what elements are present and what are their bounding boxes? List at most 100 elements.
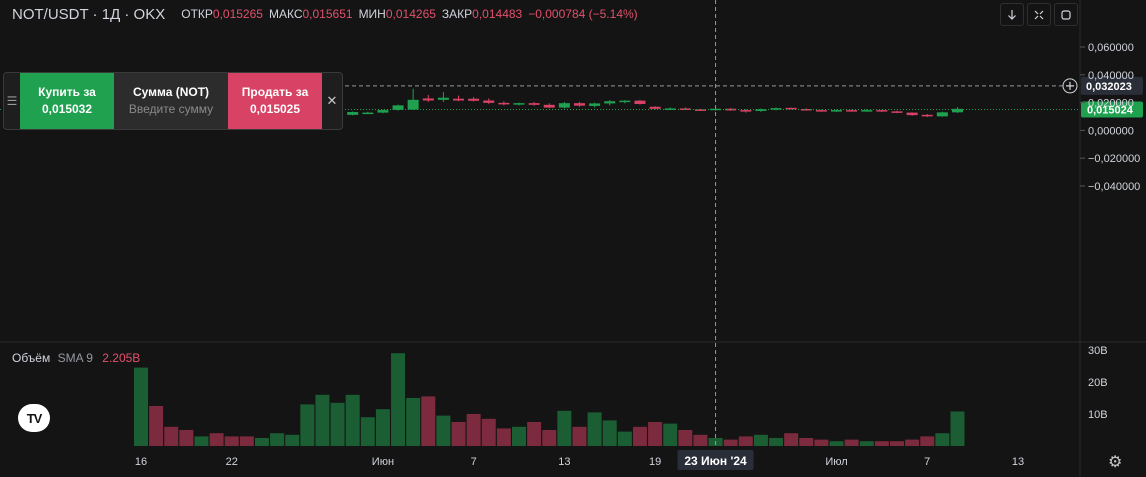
candle-body [573, 103, 585, 106]
refresh-icon[interactable] [1054, 3, 1078, 26]
date-badge [677, 450, 754, 470]
candle-body [876, 110, 888, 112]
open-label: ОТКР [181, 7, 213, 21]
price-tick-label: −0,020000 [1088, 153, 1140, 165]
candle-body [649, 106, 661, 109]
last-price-badge [1081, 101, 1143, 118]
buy-button[interactable]: Купить за 0,015032 [20, 73, 114, 129]
close-label: ЗАКР [441, 7, 473, 21]
volume-bar [451, 422, 466, 446]
price-tick-label: 0,060000 [1088, 42, 1134, 54]
volume-bar [753, 434, 768, 446]
volume-bar [632, 426, 647, 446]
x-tick-label: 7 [471, 456, 477, 468]
volume-bar [375, 409, 390, 446]
volume-bar [209, 433, 224, 446]
close-icon[interactable]: ✕ [326, 93, 338, 108]
volume-bar [859, 441, 874, 446]
candle-body [634, 100, 646, 104]
candle-body [558, 103, 570, 108]
x-tick-label: 16 [135, 456, 147, 468]
x-tick-label: 13 [1012, 456, 1024, 468]
volume-bar [738, 436, 753, 446]
sell-button[interactable]: Продать за 0,015025 [228, 73, 322, 129]
amount-field[interactable]: Сумма (NOT) Введите сумму [114, 73, 228, 129]
volume-bar [496, 428, 511, 446]
volume-bar [602, 420, 617, 446]
volume-bar [466, 414, 481, 446]
volume-bar [814, 439, 829, 446]
price-tick-label: −0,040000 [1088, 181, 1140, 193]
tradingview-logo[interactable]: TV [18, 404, 50, 432]
chart-toolbar [1000, 3, 1078, 26]
volume-indicator: SMA 9 [57, 351, 93, 365]
x-tick-label: Июн [372, 456, 394, 468]
price-tick-label: 0,040000 [1088, 70, 1134, 82]
volume-bar [512, 426, 526, 446]
volume-bar [844, 439, 859, 446]
last-price-label: 0,015024 [1087, 105, 1134, 117]
volume-bars [134, 353, 965, 446]
volume-bar [723, 439, 738, 446]
candle-body [543, 104, 555, 108]
crosshair-price-badge [1081, 76, 1143, 95]
volume-bar [239, 436, 254, 446]
candle-body [377, 110, 389, 113]
candle-body [891, 111, 903, 113]
volume-bar [360, 417, 375, 446]
volume-bar [254, 438, 269, 446]
candle-body [740, 110, 752, 112]
volume-bar [421, 396, 436, 446]
volume-bar [935, 433, 950, 446]
volume-bar [905, 439, 920, 446]
candle-body [407, 99, 419, 110]
volume-bar [527, 422, 542, 446]
volume-tick-label: 10B [1088, 409, 1108, 421]
volume-bar [829, 441, 844, 446]
drag-handle-icon[interactable]: ☰ [6, 94, 18, 108]
candle-body [815, 110, 827, 112]
volume-bar [542, 430, 557, 446]
volume-bar [164, 426, 179, 446]
volume-bar [890, 441, 904, 446]
volume-bar [436, 415, 451, 446]
crosshair-price-label: 0,032023 [1086, 81, 1132, 93]
volume-bar [799, 438, 814, 446]
volume-bar [285, 434, 300, 446]
candle-body [619, 100, 631, 103]
volume-bar [557, 410, 572, 446]
settings-icon[interactable]: ⚙ [1108, 454, 1123, 471]
open-value: 0,015265 [212, 7, 263, 21]
candle-body [679, 108, 691, 110]
volume-legend: Объём SMA 9 2.205B [12, 351, 140, 365]
volume-bar [270, 433, 285, 446]
candle-body [468, 98, 480, 101]
candle-body [483, 100, 495, 103]
candle-body [604, 101, 616, 104]
volume-label[interactable]: Объём [12, 351, 51, 365]
overlays: 0,015024 0,032023 [0, 0, 1143, 446]
collapse-icon[interactable] [1027, 3, 1051, 26]
candle-body [513, 103, 525, 105]
x-tick-label: 13 [558, 456, 570, 468]
sell-label: Продать за [241, 85, 309, 99]
candle-body [528, 103, 540, 105]
volume-bar [950, 411, 965, 446]
price-tick-label: 0,020000 [1088, 98, 1134, 110]
volume-bar [920, 436, 935, 446]
candle-body [936, 112, 948, 117]
high-value: 0,015651 [302, 7, 353, 21]
x-tick-label: Июл [825, 456, 847, 468]
volume-bar [587, 412, 602, 446]
plus-circle-icon-glyph [1066, 81, 1074, 90]
candle-body [392, 105, 404, 110]
volume-bar [194, 436, 209, 446]
symbol-title[interactable]: NOT/USDT · 1Д · OKX [12, 5, 166, 23]
volume-bar [300, 404, 315, 446]
arrow-down-icon[interactable] [1000, 3, 1024, 26]
volume-bar [678, 430, 693, 446]
volume-bar [149, 406, 164, 446]
candle-body [755, 109, 767, 111]
candle-body [422, 98, 434, 101]
